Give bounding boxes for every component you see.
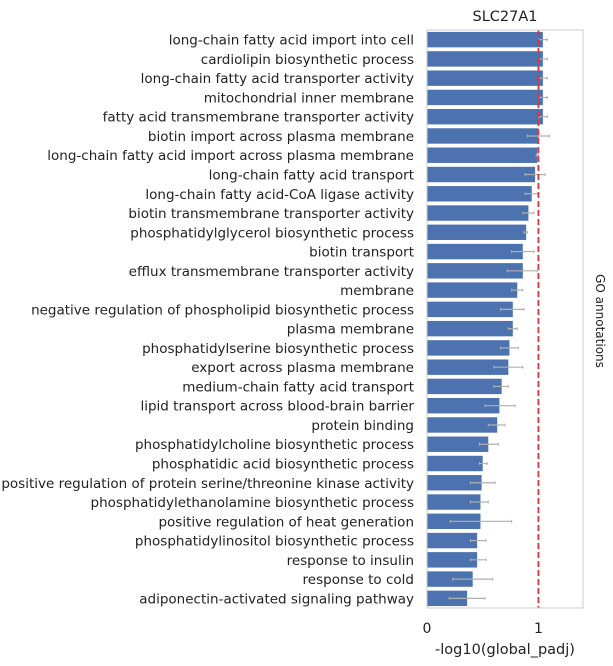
category-label: medium-chain fatty acid transport [182, 379, 414, 395]
category-label: biotin transmembrane transporter activit… [128, 206, 414, 222]
bar [427, 205, 529, 221]
bar [427, 147, 538, 163]
bar [427, 128, 539, 144]
category-label: mitochondrial inner membrane [204, 90, 414, 106]
bar [427, 397, 500, 414]
bar [427, 359, 509, 375]
bar [427, 263, 523, 279]
category-label: adiponectin-activated signaling pathway [139, 591, 414, 607]
bar [427, 340, 510, 356]
bar [427, 186, 532, 202]
category-label: biotin transport [309, 245, 414, 261]
category-label: phosphatidylinositol biosynthetic proces… [135, 534, 414, 550]
category-label: response to cold [303, 572, 414, 588]
category-label: long-chain fatty acid import across plas… [47, 148, 414, 164]
category-label: response to insulin [287, 553, 414, 569]
category-label: phosphatidic acid biosynthetic process [152, 457, 414, 473]
category-label: export across plasma membrane [191, 360, 414, 376]
bar [427, 378, 502, 395]
x-tick-label: 0 [423, 621, 432, 637]
bar [427, 475, 482, 491]
bar [427, 532, 478, 549]
category-label: lipid transport across blood-brain barri… [140, 399, 414, 415]
category-label: negative regulation of phospholipid bios… [31, 302, 414, 318]
category-label: efflux transmembrane transporter activit… [129, 264, 414, 280]
bar [427, 436, 489, 452]
category-label: phosphatidylserine biosynthetic process [142, 341, 414, 357]
bar [427, 282, 518, 298]
bar [427, 552, 478, 568]
category-label: positive regulation of heat generation [158, 514, 414, 530]
category-label: biotin import across plasma membrane [148, 129, 414, 145]
category-label: phosphatidylethanolamine biosynthetic pr… [91, 495, 414, 511]
category-label: membrane [340, 283, 414, 299]
bar [427, 51, 543, 67]
bar [427, 89, 543, 106]
category-label: phosphatidylcholine biosynthetic process [135, 437, 414, 453]
bar [427, 224, 527, 241]
bar [427, 301, 513, 318]
category-label: long-chain fatty acid transporter activi… [141, 71, 414, 87]
x-axis-title: -log10(global_padj) [435, 642, 575, 658]
category-label: long-chain fatty acid-CoA ligase activit… [145, 187, 414, 203]
bar [427, 455, 483, 472]
bar [427, 590, 468, 607]
category-label: fatty acid transmembrane transporter act… [103, 110, 414, 126]
category-label: long-chain fatty acid import into cell [169, 33, 414, 49]
category-label: cardiolipin biosynthetic process [201, 52, 414, 68]
bar [427, 166, 536, 183]
plot-frame [426, 29, 584, 609]
x-tick-label: 1 [534, 621, 543, 637]
chart-title: SLC27A1 [472, 9, 537, 25]
category-label: long-chain fatty acid transport [209, 168, 414, 184]
bar [427, 70, 543, 86]
bar [427, 108, 543, 125]
side-annotation-label: GO annotations [593, 274, 607, 368]
bar [427, 494, 481, 510]
bar [427, 571, 473, 587]
bar [427, 417, 498, 433]
bar [427, 31, 543, 48]
category-label: plasma membrane [287, 322, 414, 338]
category-label: positive regulation of protein serine/th… [1, 476, 414, 492]
bar [427, 243, 523, 260]
category-label: phosphatidylglycerol biosynthetic proces… [130, 225, 414, 241]
category-labels-group: long-chain fatty acid import into cell ca… [1, 33, 414, 608]
bar [427, 320, 513, 337]
bars-group [427, 31, 543, 607]
category-label: protein binding [311, 418, 414, 434]
